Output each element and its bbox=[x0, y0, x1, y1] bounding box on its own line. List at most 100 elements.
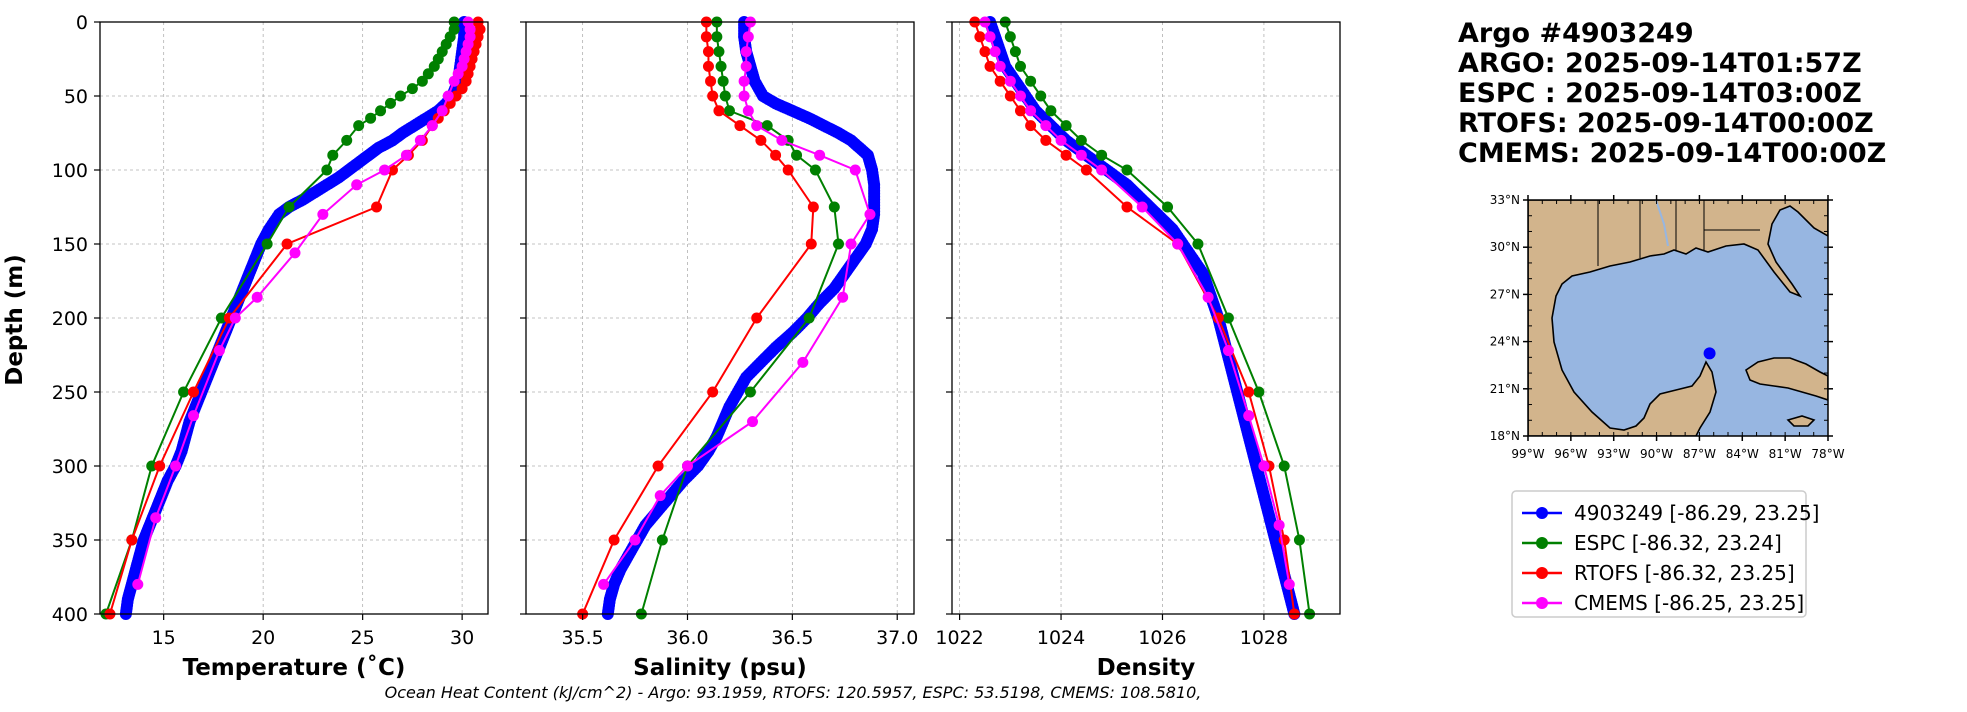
data-point bbox=[723, 105, 735, 117]
legend-label: ESPC [-86.32, 23.24] bbox=[1574, 531, 1782, 555]
data-point bbox=[608, 534, 620, 546]
data-point bbox=[1075, 149, 1087, 161]
data-point bbox=[979, 46, 991, 58]
data-point bbox=[654, 490, 666, 502]
legend-label: RTOFS [-86.32, 23.25] bbox=[1574, 561, 1795, 585]
x-tick-label: 30 bbox=[450, 627, 474, 649]
series-espc bbox=[635, 16, 844, 620]
data-point bbox=[598, 578, 610, 590]
data-point bbox=[797, 356, 809, 368]
data-point bbox=[1014, 90, 1026, 102]
x-tick-label: 36.0 bbox=[666, 627, 708, 649]
data-point bbox=[742, 31, 754, 43]
data-point bbox=[742, 105, 754, 117]
legend-frame bbox=[1511, 490, 1807, 618]
x-axis-label: Density bbox=[1097, 655, 1196, 681]
data-point bbox=[707, 386, 719, 398]
x-axis-label: Temperature (˚C) bbox=[183, 654, 406, 681]
data-point bbox=[740, 46, 752, 58]
data-point bbox=[702, 46, 714, 58]
data-point bbox=[984, 60, 996, 72]
data-point bbox=[1121, 201, 1133, 213]
data-point bbox=[1014, 60, 1026, 72]
x-tick-label: 1024 bbox=[1037, 627, 1085, 649]
map-lat-label: 24°N bbox=[1490, 335, 1520, 349]
data-point bbox=[353, 120, 365, 132]
data-point bbox=[740, 60, 752, 72]
legend-marker bbox=[1536, 537, 1548, 549]
data-point bbox=[1202, 291, 1214, 303]
profile-panel-3: 1022 1024 1026 1028 Density bbox=[935, 16, 1341, 681]
data-point bbox=[422, 68, 434, 80]
data-point bbox=[341, 134, 353, 146]
legend-label: CMEMS [-86.25, 23.25] bbox=[1574, 591, 1804, 615]
data-point bbox=[994, 60, 1006, 72]
legend-item: ESPC [-86.32, 23.24] bbox=[1522, 531, 1782, 555]
data-point bbox=[1080, 164, 1092, 176]
argo-time: ARGO: 2025-09-14T01:57Z bbox=[1458, 48, 1862, 79]
map-ticks: 33°N 30°N 27°N 24°N 21°N 18°N 99°W 96°W 93°W 90°W… bbox=[1490, 193, 1845, 461]
data-point bbox=[146, 460, 158, 472]
legend-marker bbox=[1536, 597, 1548, 609]
series-cmems bbox=[598, 16, 876, 590]
data-point bbox=[416, 75, 428, 87]
y-tick-label: 50 bbox=[64, 86, 88, 108]
data-point bbox=[327, 149, 339, 161]
map-jamaica bbox=[1786, 415, 1816, 427]
data-point bbox=[809, 164, 821, 176]
data-point bbox=[289, 247, 301, 259]
data-point bbox=[1243, 410, 1255, 422]
y-tick-label: 250 bbox=[52, 382, 88, 404]
map-lon-label: 84°W bbox=[1726, 447, 1759, 461]
data-point bbox=[849, 164, 861, 176]
data-point bbox=[751, 312, 763, 324]
x-tick-label: 37.0 bbox=[876, 627, 918, 649]
data-point bbox=[782, 164, 794, 176]
x-tick-label: 36.5 bbox=[771, 627, 813, 649]
x-tick-label: 15 bbox=[152, 627, 176, 649]
data-point bbox=[715, 60, 727, 72]
data-point bbox=[807, 201, 819, 213]
data-point bbox=[738, 90, 750, 102]
data-point bbox=[154, 460, 166, 472]
profile-panel-1: 15 20 25 30050100150200250300350400Temperat… bbox=[52, 12, 489, 681]
data-point bbox=[1014, 105, 1026, 117]
data-point bbox=[126, 534, 138, 546]
legend-item: 4903249 [-86.29, 23.25] bbox=[1522, 501, 1819, 525]
data-point bbox=[215, 312, 227, 324]
map-lon-label: 87°W bbox=[1683, 447, 1716, 461]
data-point bbox=[365, 112, 377, 124]
location-map: 33°N 30°N 27°N 24°N 21°N 18°N 99°W 96°W 93°W 90°W… bbox=[1490, 193, 1845, 461]
data-point bbox=[1273, 519, 1285, 531]
data-point bbox=[734, 120, 746, 132]
data-point bbox=[1035, 90, 1047, 102]
legend-label: 4903249 [-86.29, 23.25] bbox=[1574, 501, 1819, 525]
data-point bbox=[1004, 90, 1016, 102]
data-point bbox=[317, 208, 329, 220]
data-point bbox=[170, 460, 182, 472]
series-line bbox=[602, 21, 872, 585]
data-point bbox=[414, 134, 426, 146]
data-point bbox=[803, 312, 815, 324]
series-espc bbox=[999, 16, 1316, 620]
series-cmems bbox=[132, 16, 476, 590]
data-point bbox=[1293, 534, 1305, 546]
map-lat-label: 30°N bbox=[1490, 240, 1520, 254]
map-frame bbox=[1527, 199, 1829, 437]
data-point bbox=[702, 60, 714, 72]
data-point bbox=[436, 105, 448, 117]
y-tick-label: 0 bbox=[76, 12, 88, 34]
map-lat-label: 21°N bbox=[1490, 382, 1520, 396]
map-lon-label: 99°W bbox=[1511, 447, 1544, 461]
map-lat-label: 18°N bbox=[1490, 429, 1520, 443]
x-tick-label: 20 bbox=[251, 627, 275, 649]
data-point bbox=[281, 238, 293, 250]
data-point bbox=[751, 120, 763, 132]
data-point bbox=[681, 460, 693, 472]
legend-item: CMEMS [-86.25, 23.25] bbox=[1522, 591, 1804, 615]
map-land-north bbox=[1528, 200, 1828, 436]
data-point bbox=[1222, 345, 1234, 357]
data-point bbox=[178, 386, 190, 398]
data-point bbox=[1045, 105, 1057, 117]
ocean-heat-content-note: Ocean Heat Content (kJ/cm^2) - Argo: 93.… bbox=[385, 683, 1202, 702]
